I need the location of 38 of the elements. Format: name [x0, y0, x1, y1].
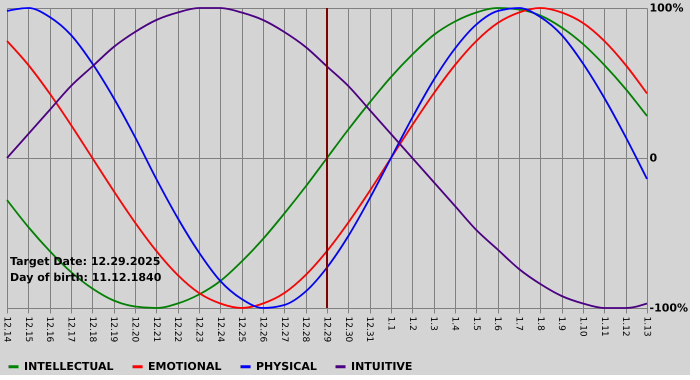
x-tick-label: 12.16: [44, 316, 54, 343]
x-tick-label: 12.29: [322, 316, 332, 343]
legend-label: INTUITIVE: [351, 360, 412, 373]
x-tick-label: 1.4: [450, 316, 460, 332]
x-tick-label: 1.1: [386, 316, 396, 331]
x-tick-label: 12.17: [66, 316, 76, 342]
y-tick-label: 0: [650, 152, 658, 164]
x-tick-label: 1.9: [556, 316, 566, 332]
legend-label: INTELLECTUAL: [24, 360, 114, 373]
y-tick-label: -100%: [650, 302, 688, 314]
legend-label: PHYSICAL: [256, 360, 317, 373]
x-tick-label: 1.3: [428, 316, 438, 331]
x-tick-label: 1.12: [620, 316, 630, 337]
x-tick-label: 12.26: [258, 316, 268, 343]
x-tick-label: 12.28: [300, 316, 310, 343]
x-tick-label: 1.7: [514, 316, 524, 331]
x-tick-label: 12.25: [236, 316, 246, 342]
x-tick-label: 12.15: [22, 316, 33, 342]
x-tick-label: 12.30: [342, 316, 353, 343]
y-tick-label: 100%: [650, 2, 684, 14]
x-tick-label: 12.24: [214, 316, 225, 343]
x-tick-label: 12.31: [364, 316, 374, 342]
x-tick-label: 1.2: [406, 316, 417, 331]
legend-label: EMOTIONAL: [148, 360, 222, 373]
x-tick-label: 12.27: [278, 316, 289, 342]
x-tick-label: 12.19: [108, 316, 118, 343]
x-tick-label: 12.23: [194, 316, 204, 342]
x-tick-label: 1.5: [470, 316, 481, 331]
x-tick-label: 1.10: [578, 316, 588, 337]
x-tick-label: 1.11: [598, 316, 609, 337]
x-tick-label: 12.14: [2, 316, 12, 343]
x-tick-label: 12.21: [150, 316, 161, 342]
x-tick-label: 1.6: [492, 316, 502, 332]
x-tick-label: 1.13: [642, 316, 652, 337]
x-tick-label: 12.20: [130, 316, 140, 343]
x-tick-label: 12.22: [172, 316, 182, 342]
x-tick-label: 12.18: [86, 316, 97, 343]
x-tick-label: 1.8: [534, 316, 545, 332]
